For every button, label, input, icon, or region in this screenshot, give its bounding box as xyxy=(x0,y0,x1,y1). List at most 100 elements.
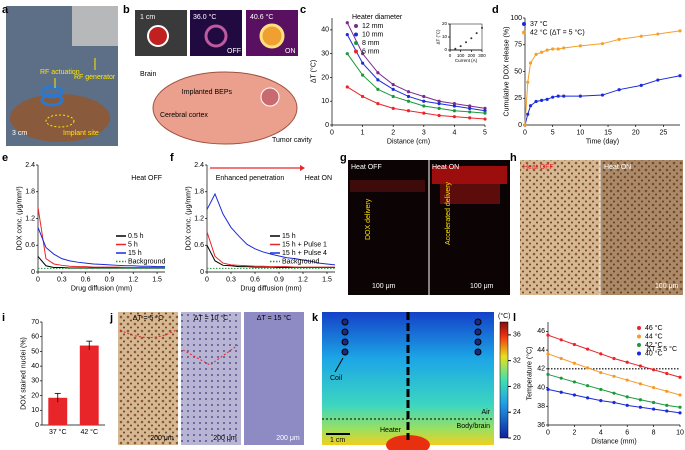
point xyxy=(678,375,682,379)
point xyxy=(540,98,544,102)
point xyxy=(468,116,472,120)
x-tick-label: 42 °C xyxy=(80,428,98,436)
x-tick-label: 15 xyxy=(604,129,612,136)
series-line xyxy=(206,231,335,268)
x-tick-label: 1.5 xyxy=(322,276,332,283)
point xyxy=(586,396,590,400)
x-tick-label: 0.9 xyxy=(274,276,284,283)
point xyxy=(376,102,380,106)
point xyxy=(546,352,550,356)
legend-marker xyxy=(354,41,358,45)
y-tick-label: 30 xyxy=(31,378,39,385)
point xyxy=(572,393,577,397)
label: Cerebral cortex xyxy=(160,112,208,119)
point xyxy=(586,366,590,370)
y-tick-label: 10 xyxy=(321,98,329,105)
point xyxy=(652,368,656,372)
y-tick-label: 0 xyxy=(35,422,39,429)
y-axis-label: ΔT (°C) xyxy=(435,29,440,44)
point xyxy=(572,361,577,365)
point xyxy=(612,400,616,405)
temperature: 40.6 °C xyxy=(250,13,273,21)
panel-h: Heat OFF Heat ON 100 μm xyxy=(520,160,683,295)
point xyxy=(523,123,527,127)
y-axis-label: Cumulative DOX release (%) xyxy=(504,27,511,117)
y-tick-label: 0 xyxy=(444,47,447,52)
y-tick-label: 50 xyxy=(514,68,522,75)
legend-marker xyxy=(354,32,358,37)
micrograph xyxy=(118,312,178,445)
x-tick-label: 10 xyxy=(576,129,584,136)
point xyxy=(475,32,478,35)
point xyxy=(678,29,682,33)
point xyxy=(612,391,616,395)
coil xyxy=(40,85,64,99)
point xyxy=(452,115,456,119)
label: Heater xyxy=(380,427,402,434)
point xyxy=(559,376,563,380)
legend-label: 10 mm xyxy=(362,31,384,38)
colorbar-tick-label: 32 xyxy=(513,358,521,365)
thermal-ring xyxy=(204,24,228,48)
x-tick-label: 1 xyxy=(361,129,365,136)
label: Body/brain xyxy=(457,423,491,430)
label: Implant site xyxy=(63,130,99,137)
y-tick-label: 75 xyxy=(514,42,522,49)
point xyxy=(617,37,621,42)
point xyxy=(465,41,467,44)
y-tick-label: 42 xyxy=(537,366,545,373)
point xyxy=(639,83,643,88)
stain xyxy=(600,160,683,295)
label: Heat OFF xyxy=(351,164,382,171)
arrow-head xyxy=(300,165,305,171)
y-tick-label: 2.4 xyxy=(25,162,35,169)
legend-marker xyxy=(637,334,641,339)
legend-marker xyxy=(637,343,641,347)
boundary xyxy=(119,329,177,338)
label: Tumor cavity xyxy=(272,137,312,144)
point xyxy=(586,347,590,351)
y-tick-label: 38 xyxy=(537,403,545,410)
x-tick-label: 5 xyxy=(551,129,555,136)
legend-label: 5 h xyxy=(128,241,138,248)
point xyxy=(470,37,473,40)
x-tick-label: 0.6 xyxy=(81,276,91,283)
y-axis-label: DOX conc. (μg/mm³) xyxy=(186,186,193,250)
point xyxy=(652,407,656,411)
x-tick-label: 0.3 xyxy=(226,276,236,283)
point xyxy=(468,106,472,110)
micrograph xyxy=(520,160,683,295)
y-tick-label: 1.2 xyxy=(194,215,204,222)
point xyxy=(528,61,533,65)
legend-title: Heater diameter xyxy=(352,14,403,21)
x-axis-label: Drug diffusion (mm) xyxy=(71,286,132,293)
y-tick-label: 20 xyxy=(442,21,448,26)
label: Heat ON xyxy=(604,164,631,171)
x-axis-label: Drug diffusion (mm) xyxy=(240,286,301,293)
point xyxy=(665,371,669,376)
y-tick-label: 60 xyxy=(31,334,39,341)
point xyxy=(391,87,395,91)
panel-label: b xyxy=(123,4,130,16)
arrow xyxy=(334,357,344,373)
tissue xyxy=(10,94,110,142)
point xyxy=(546,333,550,337)
point xyxy=(376,87,380,91)
x-axis-label: Current (A) xyxy=(455,58,478,63)
point xyxy=(437,99,441,103)
legend-label: 42 °C xyxy=(645,341,663,349)
thermal-ring xyxy=(259,23,285,49)
x-tick-label: 0.3 xyxy=(57,276,67,283)
y-tick-label: 70 xyxy=(31,319,39,326)
point xyxy=(437,113,441,118)
scale-label: 100 μm xyxy=(470,283,494,290)
legend-label: Background xyxy=(128,258,165,265)
y-tick-label: 40 xyxy=(321,27,329,34)
x-axis-label: Distance (mm) xyxy=(591,439,637,446)
state: OFF xyxy=(227,48,241,55)
point xyxy=(625,403,629,407)
y-tick-label: 0.6 xyxy=(25,242,35,249)
point xyxy=(545,97,549,101)
y-axis-label: ΔT (°C) xyxy=(310,60,318,83)
